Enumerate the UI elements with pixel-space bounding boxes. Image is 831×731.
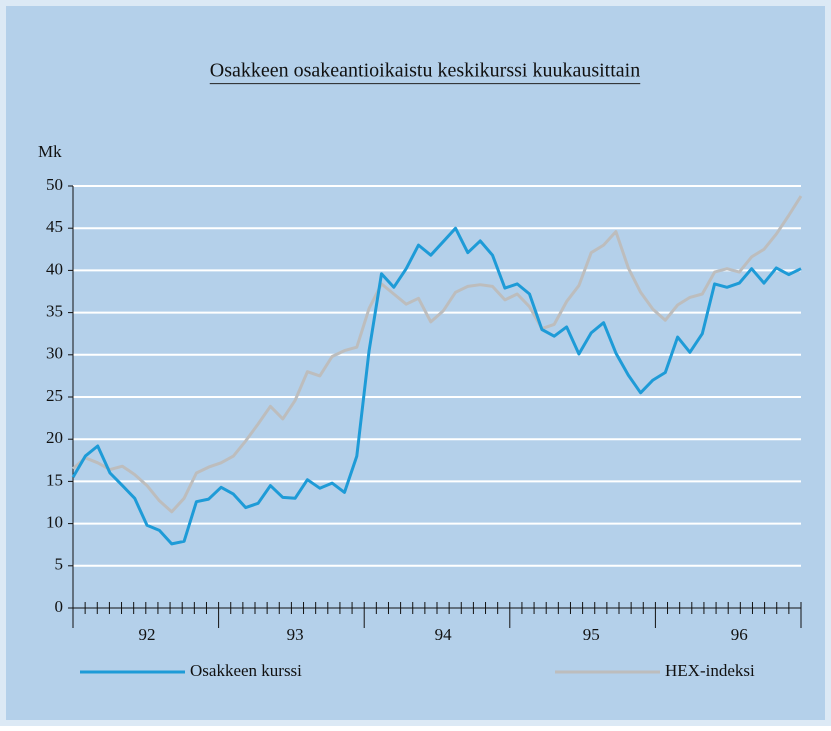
y-tick-label: 45 (46, 217, 63, 236)
background (6, 6, 825, 720)
y-tick-label: 35 (46, 302, 63, 321)
legend-label: HEX-indeksi (665, 661, 755, 680)
chart-title: Osakkeen osakeantioikaistu keskikurssi k… (210, 60, 640, 82)
y-tick-label: 25 (46, 386, 63, 405)
x-tick-label: 93 (287, 625, 304, 644)
y-tick-label: 30 (46, 344, 63, 363)
y-tick-label: 20 (46, 428, 63, 447)
y-tick-label: 0 (55, 597, 64, 616)
x-tick-label: 96 (731, 625, 748, 644)
x-tick-label: 95 (583, 625, 600, 644)
y-axis-label: Mk (38, 142, 62, 161)
x-tick-label: 92 (139, 625, 156, 644)
y-tick-label: 50 (46, 175, 63, 194)
x-tick-label: 94 (435, 625, 453, 644)
y-tick-label: 40 (46, 259, 63, 278)
legend-label: Osakkeen kurssi (190, 661, 302, 680)
series-line (71, 226, 802, 546)
series-line (72, 195, 803, 514)
y-tick-label: 10 (46, 513, 63, 532)
y-tick-label: 5 (55, 555, 64, 574)
y-tick-label: 15 (46, 470, 63, 489)
